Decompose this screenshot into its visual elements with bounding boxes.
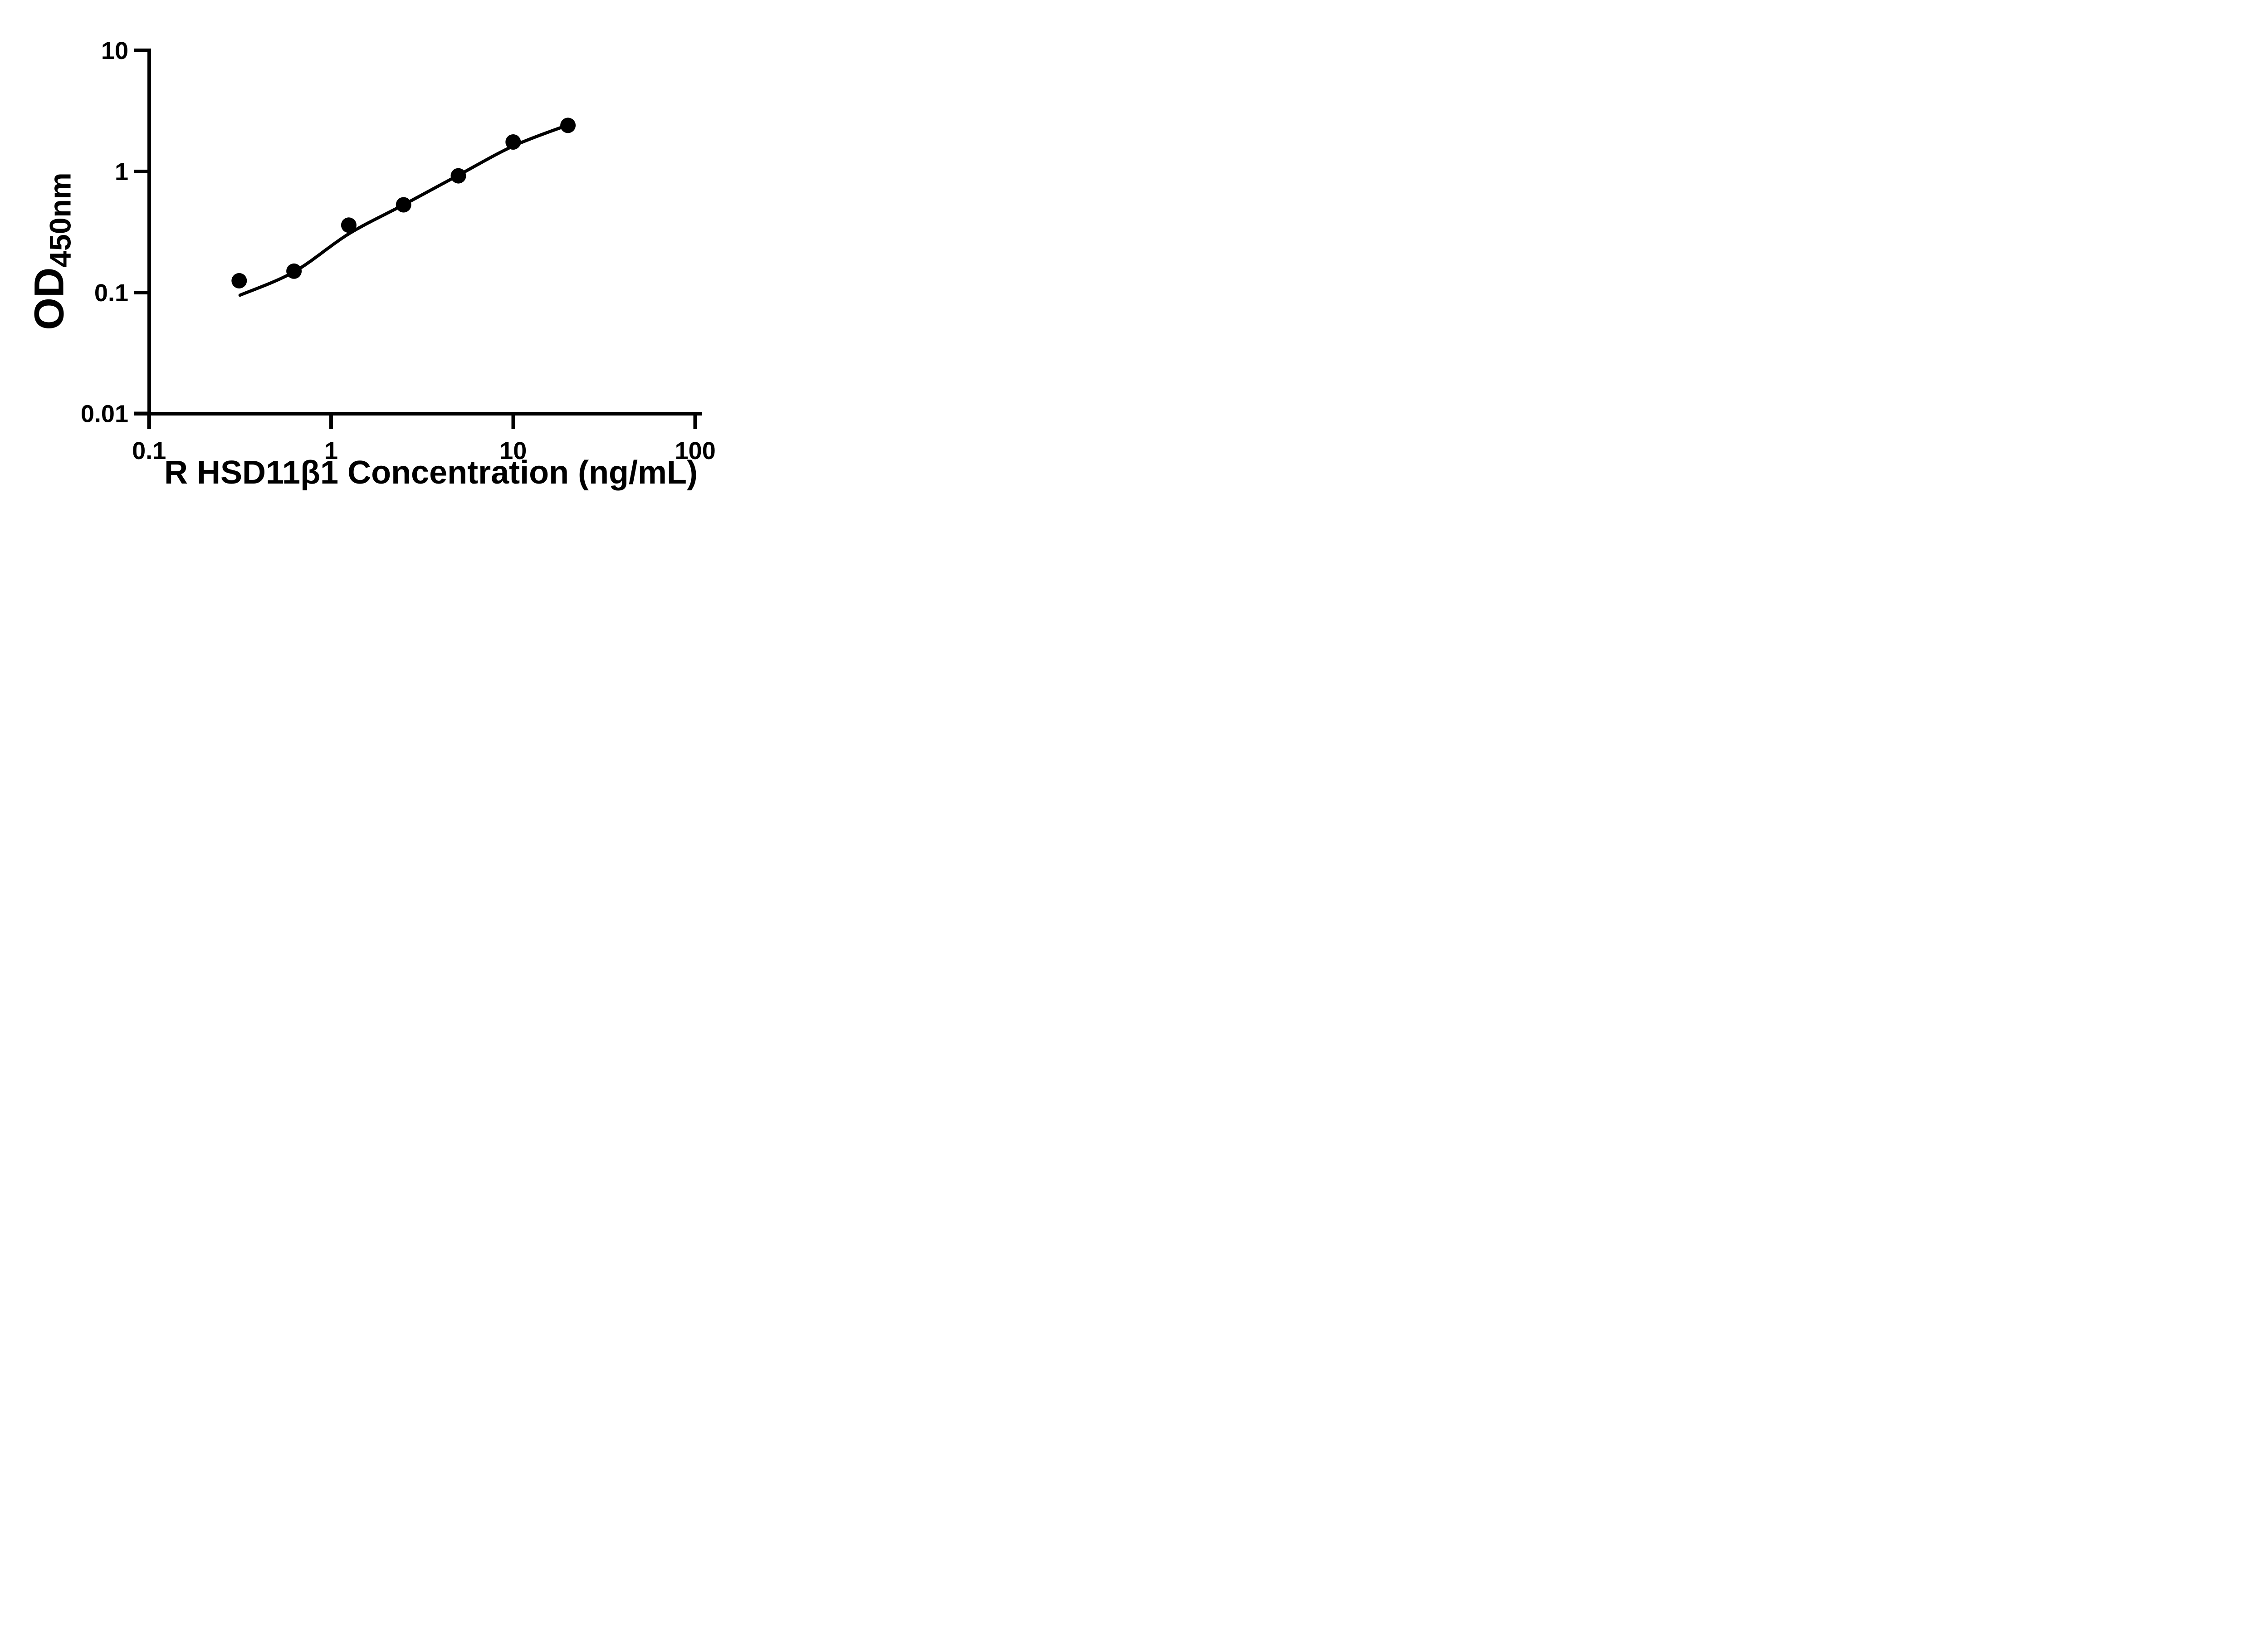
y-tick-label-10: 10 bbox=[101, 37, 128, 64]
data-point-3 bbox=[341, 217, 357, 233]
x-tick-label-1: 1 bbox=[324, 437, 338, 464]
data-point-7 bbox=[560, 117, 576, 133]
y-tick-label-1: 1 bbox=[115, 158, 128, 186]
figure-canvas: 10 1 0.1 0.01 0.1 1 10 100 R HSD11β1 Concentrat… bbox=[0, 0, 777, 544]
axis-ticks bbox=[134, 49, 697, 429]
data-point-5 bbox=[450, 168, 466, 184]
x-tick-label-0.1: 0.1 bbox=[132, 437, 166, 464]
y-axis-title: OD450nm bbox=[26, 172, 77, 330]
y-axis-title-main: OD bbox=[26, 267, 73, 330]
x-tick-label-10: 10 bbox=[499, 437, 527, 464]
axes-lines bbox=[134, 49, 702, 429]
data-point-6 bbox=[505, 134, 521, 150]
x-axis-title: R HSD11β1 Concentration (ng/mL) bbox=[164, 455, 698, 491]
data-points bbox=[231, 117, 576, 288]
x-tick-label-100: 100 bbox=[675, 437, 716, 464]
data-point-4 bbox=[396, 197, 411, 213]
y-tick-label-0.01: 0.01 bbox=[81, 401, 128, 428]
data-point-1 bbox=[231, 273, 247, 288]
y-tick-label-0.1: 0.1 bbox=[94, 279, 128, 307]
y-axis-title-subscript: 450nm bbox=[43, 172, 77, 268]
data-point-2 bbox=[286, 263, 302, 279]
